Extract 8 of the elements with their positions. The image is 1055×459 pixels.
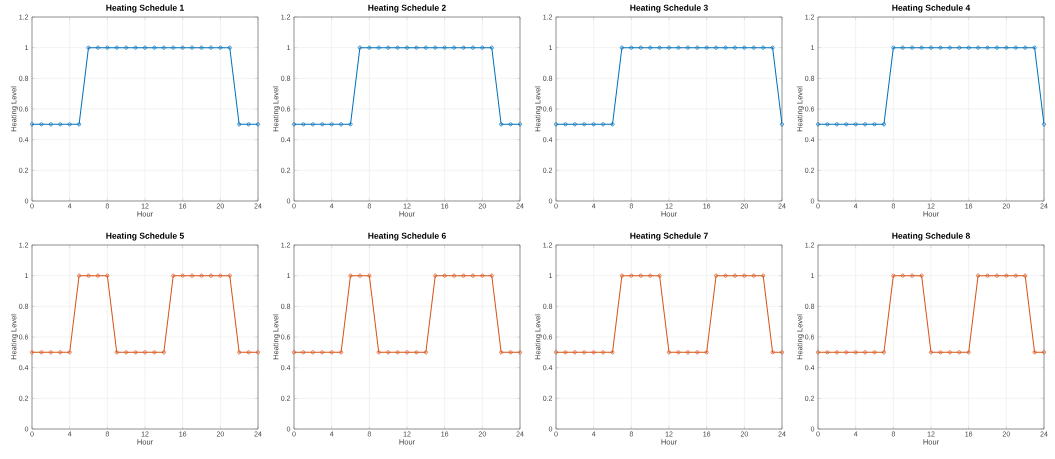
- chart-title: Heating Schedule 6: [368, 232, 446, 241]
- chart-title: Heating Schedule 4: [892, 4, 971, 13]
- chart-title: Heating Schedule 3: [630, 4, 708, 13]
- chart-title: Heating Schedule 8: [892, 232, 970, 241]
- chart-title: Heating Schedule 5: [106, 232, 184, 241]
- chart-title: Heating Schedule 1: [106, 4, 184, 13]
- chart-title: Heating Schedule 7: [630, 232, 708, 241]
- chart-title: Heating Schedule 2: [368, 4, 446, 13]
